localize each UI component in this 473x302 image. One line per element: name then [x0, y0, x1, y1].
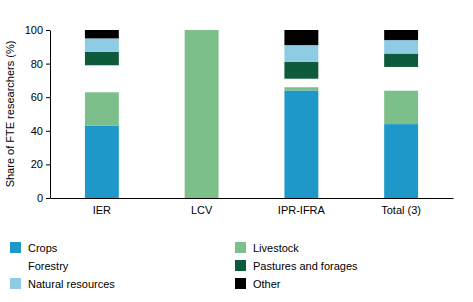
bar-segment — [85, 52, 119, 65]
bar-segment — [85, 92, 119, 126]
bar-segment — [384, 67, 418, 91]
plot: 0 20 40 60 80 100 IER LCV IPR-IFRA Total (3) — [25, 24, 454, 216]
bars — [85, 30, 418, 198]
legend-item: Other — [235, 278, 281, 290]
legend-swatch — [10, 278, 21, 289]
legend-item: Natural resources — [10, 278, 115, 290]
x-tick-label: IER — [93, 204, 111, 216]
bar-segment — [384, 124, 418, 198]
bar-segment — [85, 38, 119, 51]
y-tick: 60 — [31, 91, 50, 103]
legend-item: Pastures and forages — [235, 260, 358, 272]
legend-swatch — [10, 260, 21, 271]
chart: 0 20 40 60 80 100 IER LCV IPR-IFRA Total (3) Share… — [0, 0, 473, 302]
x-tick: Total (3) — [381, 198, 421, 216]
bar-segment — [185, 30, 219, 31]
bar-segment — [85, 65, 119, 92]
legend-label: Crops — [28, 242, 58, 254]
x-tick-label: IPR-IFRA — [278, 204, 326, 216]
y-tick-mark — [46, 131, 50, 132]
legend-swatch — [10, 242, 21, 253]
y-tick: 40 — [31, 125, 50, 137]
x-axis: IER LCV IPR-IFRA Total (3) — [51, 198, 454, 216]
bar-segment — [384, 54, 418, 67]
y-tick: 20 — [31, 158, 50, 170]
x-tick-label: Total (3) — [381, 204, 421, 216]
legend-label: Livestock — [253, 242, 299, 254]
bar-segment — [185, 30, 219, 31]
y-tick: 100 — [25, 24, 50, 36]
bar-segment — [85, 30, 119, 38]
x-tick-label: LCV — [191, 204, 213, 216]
y-tick-mark — [46, 30, 50, 31]
y-axis-line — [50, 31, 51, 199]
bar-segment — [85, 126, 119, 198]
bar-segment — [284, 45, 318, 62]
legend-item: Forestry — [10, 260, 69, 272]
y-tick-label: 60 — [31, 91, 43, 103]
y-tick-mark — [46, 64, 50, 65]
bar-segment — [384, 40, 418, 53]
y-axis-title: Share of FTE researchers (%) — [4, 41, 16, 188]
legend-label: Pastures and forages — [253, 260, 358, 272]
bar-segment — [284, 79, 318, 87]
y-axis: 0 20 40 60 80 100 — [25, 24, 51, 204]
legend-item: Crops — [10, 242, 58, 254]
bar-segment — [284, 62, 318, 79]
y-tick-mark — [46, 164, 50, 165]
legend-label: Natural resources — [28, 278, 115, 290]
bar-segment — [185, 30, 219, 198]
y-tick-label: 80 — [31, 58, 43, 70]
legend-swatch — [235, 260, 246, 271]
x-tick: IPR-IFRA — [278, 198, 326, 216]
y-tick-label: 20 — [31, 158, 43, 170]
bar-segment — [284, 30, 318, 45]
legend-label: Other — [253, 278, 281, 290]
y-tick-mark — [46, 198, 50, 199]
bar-segment — [384, 30, 418, 40]
legend-swatch — [235, 242, 246, 253]
y-tick-label: 100 — [25, 24, 43, 36]
x-tick: LCV — [191, 198, 213, 216]
y-tick-label: 0 — [37, 192, 43, 204]
y-tick: 80 — [31, 58, 50, 70]
bar-segment — [384, 90, 418, 124]
bar-segment — [185, 30, 219, 31]
y-tick-mark — [46, 97, 50, 98]
bar-segment — [284, 90, 318, 198]
legend-label: Forestry — [28, 260, 69, 272]
y-tick: 0 — [37, 192, 50, 204]
bar-segment — [185, 30, 219, 31]
x-axis-line — [51, 198, 454, 199]
legend-item: Livestock — [235, 242, 299, 254]
bar-segment — [284, 87, 318, 90]
legend: Crops Livestock Forestry Pastures and forag… — [10, 242, 358, 290]
legend-swatch — [235, 278, 246, 289]
x-tick: IER — [93, 198, 111, 216]
y-tick-label: 40 — [31, 125, 43, 137]
